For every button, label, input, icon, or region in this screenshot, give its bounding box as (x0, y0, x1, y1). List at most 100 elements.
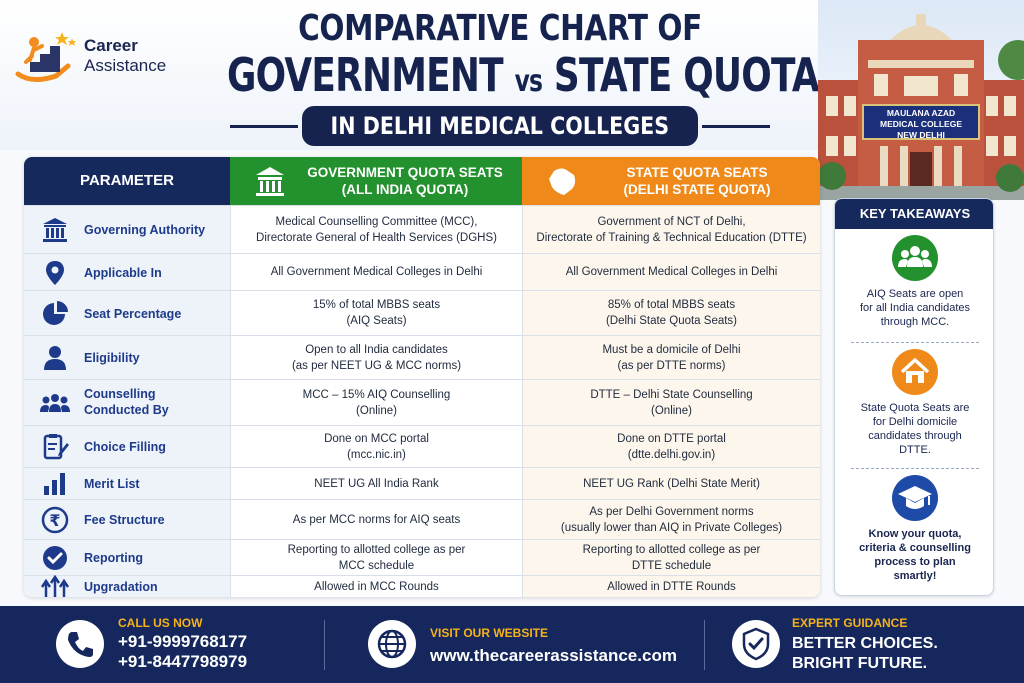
state-cell: Must be a domicile of Delhi (as per DTTE… (522, 336, 820, 379)
header-government-label: GOVERNMENT QUOTA SEATS (ALL INDIA QUOTA) (290, 164, 520, 198)
header-state-line1: STATE QUOTA SEATS (626, 165, 768, 180)
parameter-label: Seat Percentage (84, 307, 182, 321)
table-row: Merit List NEET UG All India Rank NEET U… (24, 467, 820, 499)
state-cell: All Government Medical Colleges in Delhi (522, 254, 820, 290)
college-building-illustration (818, 14, 1024, 200)
parameter-cell: Counselling Conducted By (24, 380, 230, 425)
takeaway-icon-circle (892, 349, 938, 395)
parameter-label: Upgradation (84, 580, 158, 594)
government-cell: 15% of total MBBS seats (AIQ Seats) (230, 291, 522, 335)
subtitle-rule-right (702, 125, 770, 128)
page-title-line1: COMPARATIVE CHART OF (298, 8, 702, 49)
parameter-label: Choice Filling (84, 440, 166, 454)
parameter-label: Counselling Conducted By (84, 387, 169, 417)
brand-logo[interactable]: Career Assistance (12, 22, 172, 92)
brand-name-line2: Assistance (84, 56, 167, 75)
website-label: VISIT OUR WEBSITE (430, 626, 549, 640)
title-vs: vs (514, 64, 543, 99)
government-cell: All Government Medical Colleges in Delhi (230, 254, 522, 290)
parameter-cell: Governing Authority (24, 206, 230, 253)
parameter-cell: Applicable In (24, 254, 230, 290)
building-sign-line3: NEW DELHI (897, 130, 945, 140)
government-cell: Medical Counselling Committee (MCC), Dir… (230, 206, 522, 253)
takeaway-icon-circle (892, 475, 938, 521)
shield-icon-badge (732, 620, 780, 668)
subtitle-pill: IN DELHI MEDICAL COLLEGES (302, 106, 698, 146)
takeaway-text: State Quota Seats are for Delhi domicile… (860, 402, 970, 456)
header-state-line2: (DELHI STATE QUOTA) (623, 182, 771, 197)
call-label: CALL US NOW (118, 616, 203, 630)
graduation-cap-icon (898, 486, 932, 509)
brand-name-line1: Career (84, 36, 138, 55)
delhi-map-icon (549, 168, 576, 195)
subtitle-text: IN DELHI MEDICAL COLLEGES (330, 112, 670, 140)
subtitle-rule-left (230, 125, 298, 128)
phone-number-1[interactable]: +91-9999768177 (118, 632, 248, 651)
parameter-cell: Upgradation (24, 574, 230, 597)
building-columns-icon (43, 218, 67, 242)
tagline-line2: BRIGHT FUTURE. (792, 655, 928, 672)
header-government-line1: GOVERNMENT QUOTA SEATS (307, 165, 503, 180)
comparison-table: PARAMETER GOVERNMENT QUOTA SEATS (ALL IN… (24, 157, 820, 597)
state-cell: DTTE – Delhi State Counselling (Online) (522, 380, 820, 425)
building-sign-line2: MEDICAL COLLEGE (879, 119, 962, 129)
home-icon (900, 358, 930, 383)
government-cell: Reporting to allotted college as per MCC… (230, 540, 522, 575)
footer: CALL US NOW +91-9999768177 +91-844779897… (0, 606, 1024, 683)
bar-chart-icon (44, 473, 65, 495)
header-state-label: STATE QUOTA SEATS (DELHI STATE QUOTA) (582, 164, 812, 198)
title-government: GOVERNMENT (227, 48, 515, 102)
rupee-icon: ₹ (41, 506, 69, 534)
table-header: PARAMETER GOVERNMENT QUOTA SEATS (ALL IN… (24, 157, 820, 205)
takeaway-divider (851, 342, 979, 343)
table-row: ₹ Fee Structure As per MCC norms for AIQ… (24, 499, 820, 539)
table-row: Choice Filling Done on MCC portal (mcc.n… (24, 425, 820, 467)
page-title-line2: GOVERNMENT vs STATE QUOTA SEATS (227, 48, 953, 102)
website-link[interactable]: www.thecareerassistance.com (430, 646, 677, 665)
table-row: Governing Authority Medical Counselling … (24, 205, 820, 253)
shield-check-icon (742, 627, 770, 661)
parameter-cell: Reporting (24, 540, 230, 575)
takeaway-item: AIQ Seats are open for all India candida… (835, 235, 993, 335)
parameter-label: Governing Authority (84, 223, 206, 237)
phone-icon-button[interactable] (56, 620, 104, 668)
state-cell: 85% of total MBBS seats (Delhi State Quo… (522, 291, 820, 335)
parameter-cell: Eligibility (24, 336, 230, 379)
key-takeaways-title: KEY TAKEAWAYS (835, 199, 993, 229)
person-icon (44, 346, 66, 370)
table-row: Seat Percentage 15% of total MBBS seats … (24, 290, 820, 335)
parameter-label: Reporting (84, 551, 144, 565)
government-cell: NEET UG All India Rank (230, 468, 522, 499)
phone-number-2[interactable]: +91-8447798979 (118, 652, 248, 671)
subtitle-banner: IN DELHI MEDICAL COLLEGES (230, 106, 770, 146)
table-row: Eligibility Open to all India candidates… (24, 335, 820, 379)
government-cell: MCC – 15% AIQ Counselling (Online) (230, 380, 522, 425)
government-cell: Open to all India candidates (as per NEE… (230, 336, 522, 379)
takeaway-divider (851, 468, 979, 469)
table-row: Counselling Conducted By MCC – 15% AIQ C… (24, 379, 820, 425)
parameter-cell: Choice Filling (24, 426, 230, 467)
state-cell: Allowed in DTTE Rounds (522, 576, 820, 597)
parameter-cell: Merit List (24, 468, 230, 499)
header-government-quota: GOVERNMENT QUOTA SEATS (ALL INDIA QUOTA) (230, 157, 522, 205)
header-government-line2: (ALL INDIA QUOTA) (341, 182, 469, 197)
takeaway-item: Know your quota, criteria & counselling … (835, 475, 993, 593)
state-cell: NEET UG Rank (Delhi State Merit) (522, 468, 820, 499)
expert-label: EXPERT GUIDANCE (792, 616, 908, 630)
group-icon (40, 394, 70, 412)
upgrade-arrows-icon (40, 574, 70, 597)
check-circle-icon (43, 546, 67, 570)
parameter-label: Merit List (84, 477, 140, 491)
college-building-image: MAULANA AZAD MEDICAL COLLEGE NEW DELHI (818, 0, 1024, 200)
tagline-line1: BETTER CHOICES. (792, 635, 938, 652)
header-parameter: PARAMETER (24, 157, 230, 205)
state-cell: As per Delhi Government norms (usually l… (522, 500, 820, 539)
table-row: Reporting Reporting to allotted college … (24, 539, 820, 575)
takeaway-text: Know your quota, criteria & counselling … (859, 528, 971, 582)
footer-divider (324, 620, 325, 670)
globe-icon-button[interactable] (368, 620, 416, 668)
clipboard-edit-icon (43, 434, 69, 460)
globe-icon (377, 629, 407, 659)
takeaway-text: AIQ Seats are open for all India candida… (859, 288, 971, 328)
pie-chart-icon (43, 301, 68, 325)
